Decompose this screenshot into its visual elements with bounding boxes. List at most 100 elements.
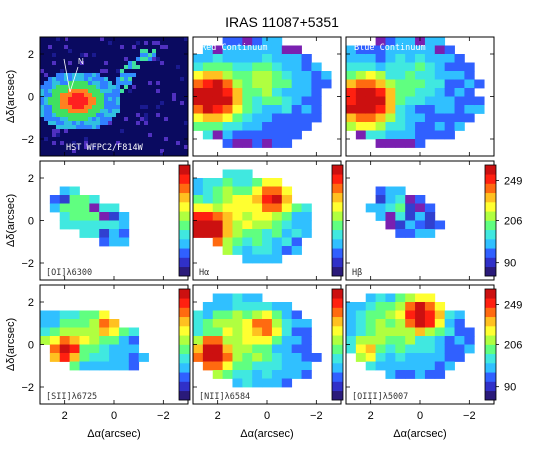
colorbar-frame xyxy=(178,164,191,277)
panel-6: [SII]λ6725 xyxy=(39,284,191,405)
colorbar-segment xyxy=(179,363,190,373)
spaxel xyxy=(252,71,263,80)
spaxel xyxy=(109,237,120,247)
spaxel xyxy=(232,229,243,238)
spaxel xyxy=(415,229,426,238)
spaxel xyxy=(242,130,253,140)
spaxel xyxy=(89,361,100,371)
spaxel xyxy=(262,54,273,63)
spaxel xyxy=(242,186,253,196)
spaxel xyxy=(222,246,233,255)
colorbar-tick-label: 90 xyxy=(504,258,516,270)
spaxel xyxy=(301,96,312,106)
spaxel xyxy=(291,370,302,379)
spaxel xyxy=(395,370,406,379)
spaxel xyxy=(424,293,436,303)
spaxel xyxy=(262,71,273,80)
spaxel xyxy=(193,178,204,187)
spaxel xyxy=(212,178,223,187)
spaxel xyxy=(355,62,367,72)
spaxel xyxy=(405,37,416,46)
spaxel xyxy=(395,130,406,140)
spaxel xyxy=(202,88,214,97)
spaxel xyxy=(375,54,386,63)
spaxel xyxy=(405,220,416,230)
spaxel xyxy=(385,327,396,337)
spaxel xyxy=(444,105,455,114)
colorbar-segment xyxy=(485,239,496,249)
spaxel xyxy=(232,319,243,328)
spaxel xyxy=(415,310,426,320)
spaxel xyxy=(202,186,214,196)
spaxel xyxy=(385,336,396,345)
spaxel xyxy=(193,203,204,213)
spaxel xyxy=(291,229,302,238)
spaxel xyxy=(434,130,446,140)
spaxel xyxy=(252,195,263,204)
spaxel xyxy=(109,229,120,238)
colorbar-segment xyxy=(179,229,190,240)
spaxel xyxy=(262,130,273,140)
spaxel xyxy=(434,353,446,362)
y-tick-label: −2 xyxy=(21,382,34,394)
spaxel xyxy=(444,353,455,362)
colorbar-segment xyxy=(179,307,190,318)
spaxel xyxy=(262,203,273,213)
spaxel xyxy=(242,319,253,328)
panel-label: [SII]λ6725 xyxy=(46,392,97,402)
spaxel xyxy=(301,229,312,238)
spaxel xyxy=(262,62,273,72)
spaxel xyxy=(242,220,253,230)
spaxel xyxy=(346,62,357,72)
spaxel xyxy=(424,353,436,362)
spaxel xyxy=(262,178,273,187)
spaxel xyxy=(355,54,367,63)
spaxel xyxy=(375,293,386,303)
spaxel xyxy=(395,319,406,328)
spaxel xyxy=(212,96,223,106)
spaxel xyxy=(202,54,214,63)
spaxel xyxy=(395,302,406,311)
spaxel xyxy=(346,54,357,63)
spaxel xyxy=(262,237,273,247)
spaxel xyxy=(128,361,140,371)
spaxel xyxy=(212,336,223,345)
x-tick-label: 2 xyxy=(62,410,68,422)
spaxel xyxy=(385,302,396,311)
spaxel xyxy=(271,195,283,204)
spaxel xyxy=(271,113,283,123)
colorbar-segment xyxy=(179,211,190,221)
spaxel xyxy=(424,71,436,80)
colorbar-segment xyxy=(332,174,343,184)
spaxel xyxy=(464,113,475,123)
spaxel xyxy=(434,310,446,320)
spaxel xyxy=(281,186,293,196)
spaxel xyxy=(202,361,214,371)
spaxel xyxy=(405,62,416,72)
spaxel xyxy=(252,246,263,255)
spaxel xyxy=(375,212,386,221)
spaxel xyxy=(202,195,214,204)
spaxel xyxy=(291,220,302,230)
spaxel xyxy=(128,353,140,362)
spaxel xyxy=(385,319,396,328)
spaxel xyxy=(89,344,100,354)
spaxel xyxy=(464,336,475,345)
spaxel xyxy=(405,122,416,131)
spaxel xyxy=(271,54,283,63)
spaxel xyxy=(395,229,406,238)
spaxel xyxy=(346,319,357,328)
spaxel xyxy=(49,327,61,337)
spaxel xyxy=(89,353,100,362)
spaxel xyxy=(222,310,233,320)
spaxel xyxy=(346,105,357,114)
spaxel xyxy=(222,79,233,89)
spaxel xyxy=(405,336,416,345)
spaxel xyxy=(301,344,312,354)
spaxel xyxy=(301,113,312,123)
spaxel xyxy=(281,62,293,72)
spaxel xyxy=(242,195,253,204)
spaxel xyxy=(444,54,455,63)
spaxel xyxy=(232,169,243,179)
spaxel xyxy=(385,310,396,320)
